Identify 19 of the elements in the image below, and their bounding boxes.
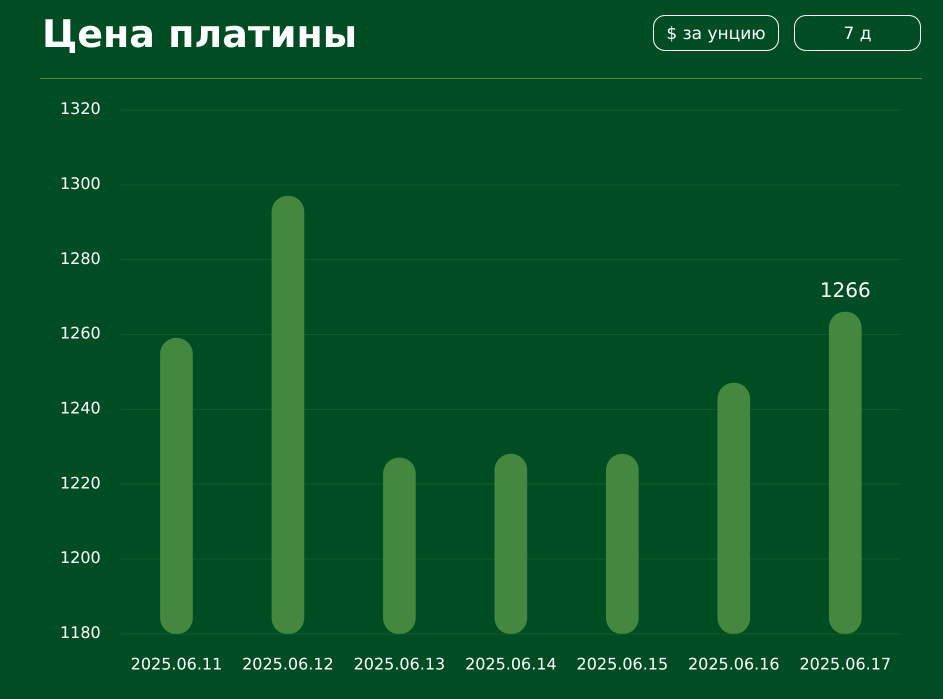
y-tick-label: 1220 [60, 473, 101, 492]
y-tick-label: 1180 [60, 622, 101, 642]
y-tick-label: 1200 [60, 548, 101, 568]
x-tick-label: 2025.06.15 [576, 654, 668, 674]
x-tick-label: 2025.06.16 [688, 654, 780, 674]
y-tick-label: 1260 [60, 324, 101, 343]
x-tick-label: 2025.06.17 [799, 654, 892, 674]
y-tick-label: 1280 [60, 248, 101, 268]
x-tick-label: 2025.06.11 [130, 654, 222, 674]
y-tick-label: 1300 [60, 174, 101, 193]
y-tick-label: 1320 [60, 99, 101, 118]
x-tick-label: 2025.06.14 [465, 654, 557, 674]
y-tick-label: 1240 [60, 398, 101, 418]
chart-title: Цена платины [42, 12, 358, 56]
period-toggle: 7 д [794, 15, 921, 51]
unit-toggle: $ за унцию [653, 15, 779, 51]
data-label: 1266 [820, 278, 871, 302]
x-tick-label: 2025.06.12 [242, 654, 334, 674]
x-tick-label: 2025.06.13 [354, 654, 446, 674]
